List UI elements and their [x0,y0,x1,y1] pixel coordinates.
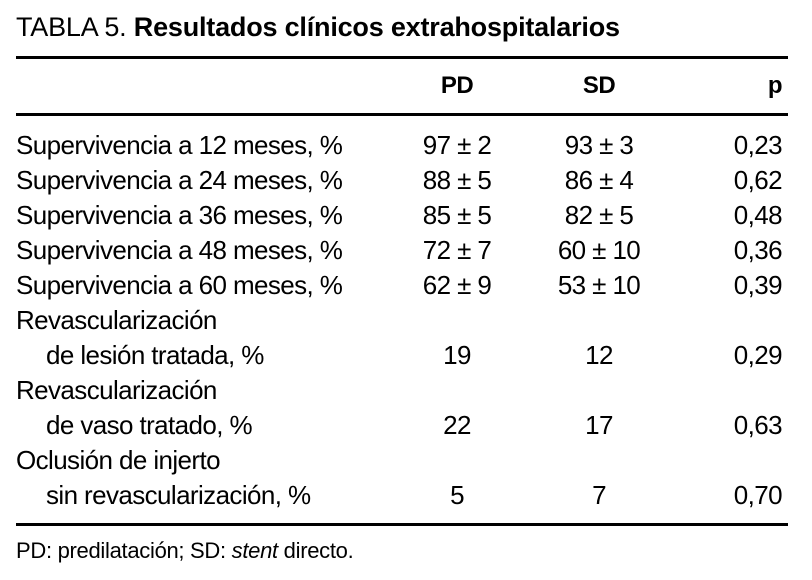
table-row: de lesión tratada, % 19 12 0,29 [16,338,788,373]
cell-p: 0,48 [733,200,783,230]
column-header-p: p [767,72,783,99]
row-label: Supervivencia a 48 meses, % [16,235,343,265]
cell-sd: 12 [585,340,613,370]
table-row: de vaso tratado, % 22 17 0,63 [16,408,788,443]
footnote-suffix: directo. [277,538,354,563]
cell-sd: 93 ± 3 [564,130,634,160]
cell-pd: 22 [443,410,471,440]
row-label: Supervivencia a 60 meses, % [16,270,343,300]
cell-sd: 86 ± 4 [564,165,634,195]
footnote: PD: predilatación; SD: stent directo. [16,526,788,564]
row-label: Oclusión de injerto [16,445,221,475]
cell-p: 0,29 [733,340,783,370]
row-label: de lesión tratada, % [46,340,264,370]
row-label: de vaso tratado, % [46,410,253,440]
row-label: sin revascularización, % [46,480,311,510]
paper-table-figure: TABLA 5. Resultados clínicos extrahospit… [16,10,788,564]
header-rule [16,113,788,116]
table-header-row: PD SD p [16,59,788,113]
table-row: Supervivencia a 12 meses, % 97 ± 2 93 ± 3 0… [16,128,788,163]
cell-sd: 7 [592,480,606,510]
cell-pd: 85 ± 5 [422,200,492,230]
cell-pd: 62 ± 9 [422,270,492,300]
table-row: Oclusión de injerto [16,443,788,478]
table-title: TABLA 5. Resultados clínicos extrahospit… [16,10,788,44]
cell-p: 0,70 [733,480,783,510]
table-row: Revascularización [16,303,788,338]
cell-p: 0,23 [733,130,783,160]
bottom-rule [16,523,788,526]
cell-p: 0,36 [733,235,783,265]
table-caption: Resultados clínicos extrahospitalarios [133,12,620,42]
row-label: Supervivencia a 24 meses, % [16,165,343,195]
cell-pd: 97 ± 2 [422,130,492,160]
cell-sd: 53 ± 10 [557,270,641,300]
row-label: Revascularización [16,305,217,335]
cell-pd: 88 ± 5 [422,165,492,195]
column-header-sd: SD [582,72,616,99]
cell-sd: 17 [585,410,613,440]
table-row: Supervivencia a 24 meses, % 88 ± 5 86 ± 4 0… [16,163,788,198]
cell-p: 0,39 [733,270,783,300]
top-rule [16,56,788,59]
table-row: Supervivencia a 48 meses, % 72 ± 7 60 ± 10… [16,233,788,268]
footnote-italic-word: stent [231,538,279,563]
cell-sd: 60 ± 10 [557,235,641,265]
table-body: Supervivencia a 12 meses, % 97 ± 2 93 ± 3 0… [16,116,788,523]
cell-sd: 82 ± 5 [564,200,634,230]
table-row: Revascularización [16,373,788,408]
cell-pd: 19 [443,340,471,370]
table-row: Supervivencia a 36 meses, % 85 ± 5 82 ± 5 0… [16,198,788,233]
table-number: TABLA 5. [16,12,134,42]
cell-pd: 5 [450,480,464,510]
cell-p: 0,63 [733,410,783,440]
row-label: Supervivencia a 36 meses, % [16,200,343,230]
footnote-prefix: PD: predilatación; SD: [16,538,232,563]
row-label: Revascularización [16,375,217,405]
cell-pd: 72 ± 7 [422,235,492,265]
row-label: Supervivencia a 12 meses, % [16,130,343,160]
table-row: Supervivencia a 60 meses, % 62 ± 9 53 ± 10… [16,268,788,303]
table-row: sin revascularización, % 5 7 0,70 [16,478,788,513]
cell-p: 0,62 [733,165,783,195]
column-header-pd: PD [440,72,474,99]
